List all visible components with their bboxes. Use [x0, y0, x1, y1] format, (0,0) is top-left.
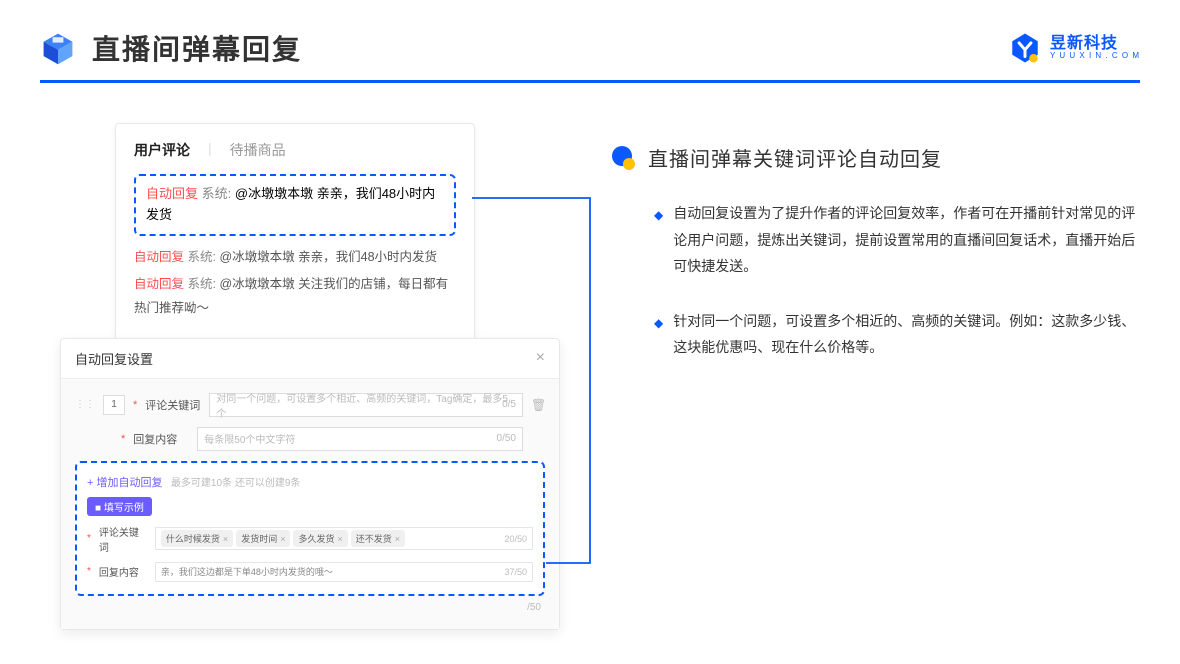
logo-text: 昱新科技 — [1050, 36, 1140, 52]
keyword-tag[interactable]: 多久发货× — [293, 530, 347, 547]
required-asterisk: * — [87, 566, 91, 577]
ex-content-input[interactable]: 亲，我们这边都是下单48小时内发货的哦～ 37/50 — [155, 562, 533, 582]
diamond-icon: ◆ — [654, 312, 663, 361]
required-asterisk: * — [121, 433, 125, 445]
diamond-icon: ◆ — [654, 204, 663, 280]
comments-card: 用户评论 | 待播商品 自动回复 系统: @冰墩墩本墩 亲亲，我们48小时内发货… — [115, 123, 475, 346]
example-badge: ■ 填写示例 — [87, 497, 152, 516]
reply-line-2: 自动回复 系统: @冰墩墩本墩 亲亲，我们48小时内发货 — [134, 246, 456, 270]
bullet-text: 自动回复设置为了提升作者的评论回复效率，作者可在开播前针对常见的评论用户问题，提… — [673, 200, 1140, 280]
settings-title: 自动回复设置 — [75, 349, 153, 368]
required-asterisk: * — [87, 533, 91, 544]
logo-subtext: Y U U X I N . C O M — [1050, 52, 1140, 60]
ex-keyword-label: 评论关键词 — [99, 524, 147, 554]
keyword-tag[interactable]: 什么时候发货× — [161, 530, 233, 547]
example-content-row: * 回复内容 亲，我们这边都是下单48小时内发货的哦～ 37/50 — [87, 562, 533, 582]
bubble-icon — [610, 145, 636, 171]
settings-card: 自动回复设置 × ⋮⋮ 1 * 评论关键词 对同一个问题，可设置多个相近、高频的… — [60, 338, 560, 630]
reply-line-3: 自动回复 系统: @冰墩墩本墩 关注我们的店铺，每日都有热门推荐呦～ — [134, 273, 456, 321]
reply-text: @冰墩墩本墩 亲亲，我们48小时内发货 — [219, 250, 437, 264]
section-title-row: 直播间弹幕关键词评论自动回复 — [610, 143, 1140, 172]
add-reply-link[interactable]: + 增加自动回复 — [87, 477, 162, 489]
delete-icon[interactable]: 🗑 — [531, 398, 545, 412]
keyword-input[interactable]: 对同一个问题，可设置多个相近、高频的关键词，Tag确定，最多5个 0/5 — [209, 393, 523, 417]
highlighted-reply: 自动回复 系统: @冰墩墩本墩 亲亲，我们48小时内发货 — [134, 174, 456, 236]
tab-user-comments[interactable]: 用户评论 — [134, 140, 190, 160]
example-keyword-row: * 评论关键词 什么时候发货×发货时间×多久发货×还不发货× 20/50 — [87, 524, 533, 554]
auto-reply-tag: 自动回复 — [134, 277, 184, 291]
ex-keyword-input[interactable]: 什么时候发货×发货时间×多久发货×还不发货× 20/50 — [155, 527, 533, 550]
ex-kw-count: 20/50 — [504, 534, 527, 544]
logo-icon — [1008, 31, 1042, 65]
bullet-text: 针对同一个问题，可设置多个相近的、高频的关键词。例如：这款多少钱、这块能优惠吗、… — [673, 308, 1140, 361]
tab-separator: | — [208, 140, 212, 160]
system-label: 系统: — [202, 186, 232, 201]
keyword-tag[interactable]: 还不发货× — [351, 530, 405, 547]
right-panel: 直播间弹幕关键词评论自动回复 ◆ 自动回复设置为了提升作者的评论回复效率，作者可… — [610, 123, 1140, 630]
company-logo: 昱新科技 Y U U X I N . C O M — [1008, 31, 1140, 65]
page-title: 直播间弹幕回复 — [92, 28, 302, 68]
drag-icon[interactable]: ⋮⋮ — [75, 399, 95, 410]
keyword-label: 评论关键词 — [145, 397, 201, 413]
keyword-tag[interactable]: 发货时间× — [236, 530, 290, 547]
content-row: * 回复内容 每条限50个中文字符 0/50 — [75, 427, 545, 451]
auto-reply-tag: 自动回复 — [146, 186, 198, 201]
auto-reply-tag: 自动回复 — [134, 250, 184, 264]
cube-icon — [40, 30, 76, 66]
section-title: 直播间弹幕关键词评论自动回复 — [648, 143, 942, 172]
tags-container: 什么时候发货×发货时间×多久发货×还不发货× — [161, 530, 408, 547]
keyword-row: ⋮⋮ 1 * 评论关键词 对同一个问题，可设置多个相近、高频的关键词，Tag确定… — [75, 393, 545, 417]
close-icon[interactable]: × — [536, 349, 545, 367]
keyword-count: 0/5 — [502, 399, 516, 410]
bullet-2: ◆ 针对同一个问题，可设置多个相近的、高频的关键词。例如：这款多少钱、这块能优惠… — [610, 308, 1140, 361]
ex-content-label: 回复内容 — [99, 564, 147, 579]
placeholder-text: 对同一个问题，可设置多个相近、高频的关键词，Tag确定，最多5个 — [216, 390, 516, 420]
left-panel: 用户评论 | 待播商品 自动回复 系统: @冰墩墩本墩 亲亲，我们48小时内发货… — [60, 123, 560, 630]
bottom-counter: /50 — [75, 602, 545, 613]
ex-content-text: 亲，我们这边都是下单48小时内发货的哦～ — [161, 565, 333, 578]
system-label: 系统: — [188, 277, 216, 291]
content-input[interactable]: 每条限50个中文字符 0/50 — [197, 427, 523, 451]
required-asterisk: * — [133, 399, 137, 411]
page-header: 直播间弹幕回复 昱新科技 Y U U X I N . C O M — [0, 0, 1180, 80]
ex-content-count: 37/50 — [504, 567, 527, 577]
row-number: 1 — [103, 395, 125, 415]
settings-header: 自动回复设置 × — [61, 339, 559, 379]
content-label: 回复内容 — [133, 431, 189, 447]
add-hint: 最多可建10条 还可以创建9条 — [171, 478, 300, 489]
placeholder-text: 每条限50个中文字符 — [204, 431, 295, 446]
example-box: + 增加自动回复 最多可建10条 还可以创建9条 ■ 填写示例 * 评论关键词 … — [75, 461, 545, 596]
content-count: 0/50 — [497, 433, 516, 444]
system-label: 系统: — [188, 250, 216, 264]
comment-tabs: 用户评论 | 待播商品 — [134, 140, 456, 160]
bullet-1: ◆ 自动回复设置为了提升作者的评论回复效率，作者可在开播前针对常见的评论用户问题… — [610, 200, 1140, 280]
tab-pending-products[interactable]: 待播商品 — [230, 140, 286, 160]
